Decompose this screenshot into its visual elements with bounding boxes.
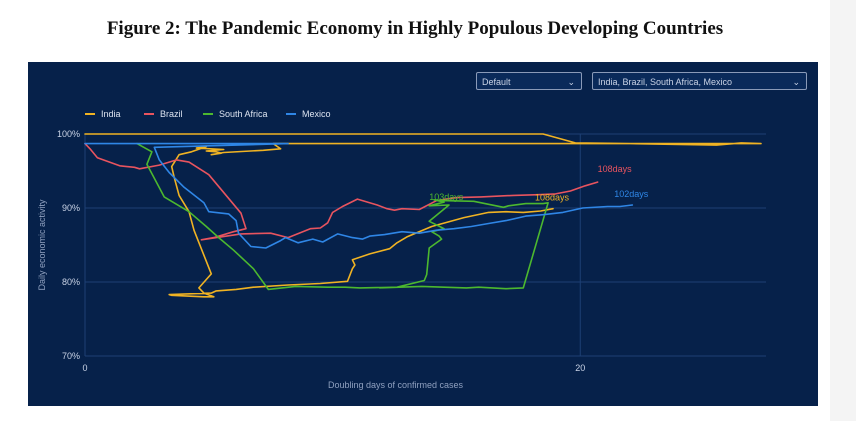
- legend-label-mexico: Mexico: [302, 109, 331, 119]
- page-sheet: Figure 2: The Pandemic Economy in Highly…: [0, 0, 830, 421]
- y-axis-label: Daily economic activity: [37, 199, 47, 291]
- annotations: 108days 103days 108days 102days: [429, 164, 649, 203]
- legend-label-brazil: Brazil: [160, 109, 183, 119]
- chevron-down-icon: ⌄: [567, 77, 575, 87]
- chart-panel: Default ⌄ India, Brazil, South Africa, M…: [28, 62, 818, 406]
- series-line-india: [84, 133, 762, 298]
- series-line-mexico: [84, 142, 634, 249]
- y-tick-label: 90%: [62, 203, 80, 213]
- preset-dropdown[interactable]: Default ⌄: [476, 72, 582, 90]
- y-tick-label: 100%: [57, 129, 80, 139]
- x-axis-label: Doubling days of confirmed cases: [328, 380, 464, 390]
- annotation-mexico: 102days: [614, 189, 649, 199]
- x-tick-label: 0: [82, 363, 87, 373]
- annotation-india: 108days: [535, 193, 570, 203]
- countries-dropdown-value: India, Brazil, South Africa, Mexico: [598, 77, 733, 87]
- annotation-south-africa: 103days: [429, 192, 464, 202]
- axes: 70% 80% 90% 100% 0 20 Doubling days of confirm…: [37, 129, 585, 390]
- series-line-south-africa: [136, 142, 549, 291]
- legend: India Brazil South Africa Mexico: [85, 109, 331, 119]
- countries-dropdown[interactable]: India, Brazil, South Africa, Mexico ⌄: [592, 72, 807, 90]
- legend-label-south-africa: South Africa: [219, 109, 268, 119]
- series-lines: [84, 133, 762, 298]
- legend-label-india: India: [101, 109, 121, 119]
- chart-svg: 70% 80% 90% 100% 0 20 Doubling days of confirm…: [37, 109, 766, 390]
- y-tick-label: 80%: [62, 277, 80, 287]
- chevron-down-icon: ⌄: [792, 77, 800, 87]
- x-tick-label: 20: [575, 363, 585, 373]
- figure-title: Figure 2: The Pandemic Economy in Highly…: [106, 18, 724, 39]
- y-tick-label: 70%: [62, 351, 80, 361]
- annotation-brazil: 108days: [598, 164, 633, 174]
- preset-dropdown-value: Default: [482, 77, 511, 87]
- grid-lines: [84, 133, 766, 357]
